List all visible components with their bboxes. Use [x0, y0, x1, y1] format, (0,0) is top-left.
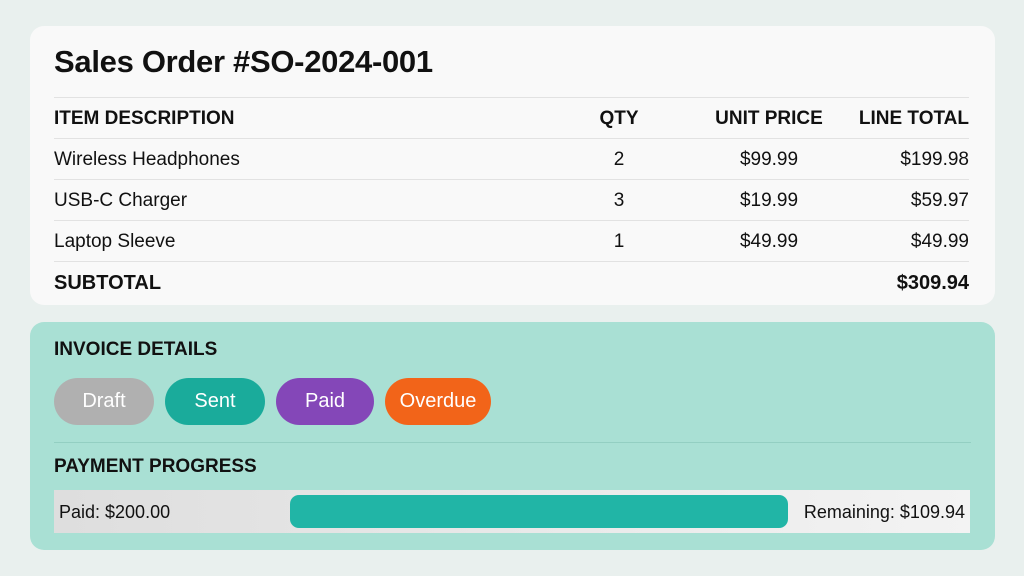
cell-unit-price: $99.99 [739, 149, 799, 170]
payment-progress-bar: Paid: $200.00 Remaining: $109.94 [54, 490, 970, 533]
cell-description: Wireless Headphones [54, 149, 240, 170]
cell-unit-price: $19.99 [739, 190, 799, 211]
table-row: Laptop Sleeve 1 $49.99 $49.99 [54, 220, 969, 261]
status-overdue-button[interactable]: Overdue [385, 378, 491, 425]
paid-amount: Paid: $200.00 [59, 502, 171, 522]
cell-description: USB-C Charger [54, 190, 188, 211]
status-paid-button[interactable]: Paid [276, 378, 374, 425]
cell-line-total: $59.97 [910, 190, 969, 211]
subtotal-row: SUBTOTAL $309.94 [54, 261, 969, 302]
col-description: ITEM DESCRIPTION [54, 108, 235, 129]
table-header: ITEM DESCRIPTION QTY UNIT PRICE LINE TOT… [54, 97, 969, 138]
table-row: USB-C Charger 3 $19.99 $59.97 [54, 179, 969, 220]
progress-fill [290, 495, 788, 528]
cell-unit-price: $49.99 [739, 231, 799, 252]
cell-line-total: $199.98 [900, 149, 969, 170]
remaining-amount: Remaining: $109.94 [803, 502, 965, 522]
subtotal-value: $309.94 [896, 272, 969, 294]
page-title: Sales Order #SO-2024-001 [54, 44, 433, 79]
invoice-heading: INVOICE DETAILS [54, 339, 218, 360]
col-qty: QTY [599, 108, 639, 129]
sales-order-card: Sales Order #SO-2024-001 ITEM DESCRIPTIO… [30, 26, 995, 305]
cell-description: Laptop Sleeve [54, 231, 176, 252]
subtotal-label: SUBTOTAL [54, 272, 162, 294]
cell-qty: 2 [613, 149, 625, 170]
divider [54, 442, 971, 443]
cell-qty: 1 [613, 231, 625, 252]
payment-progress-heading: PAYMENT PROGRESS [54, 456, 257, 477]
status-draft-button[interactable]: Draft [54, 378, 154, 425]
status-sent-button[interactable]: Sent [165, 378, 265, 425]
invoice-details-card: INVOICE DETAILS Draft Sent Paid Overdue … [30, 322, 995, 550]
cell-line-total: $49.99 [910, 231, 969, 252]
table-row: Wireless Headphones 2 $99.99 $199.98 [54, 138, 969, 179]
col-unit-price: UNIT PRICE [715, 108, 823, 129]
cell-qty: 3 [613, 190, 625, 211]
col-line-total: LINE TOTAL [858, 108, 969, 129]
